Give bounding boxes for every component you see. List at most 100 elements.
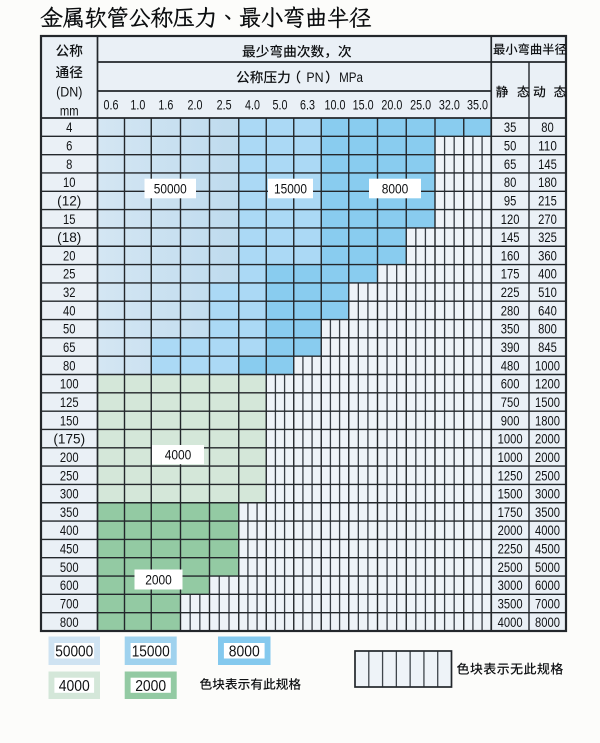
svg-text:360: 360 (538, 247, 557, 263)
svg-text:2000: 2000 (535, 431, 560, 447)
svg-text:25.0: 25.0 (410, 97, 431, 112)
svg-text:(12): (12) (57, 192, 81, 208)
svg-text:2000: 2000 (145, 573, 172, 589)
svg-text:1750: 1750 (498, 504, 523, 520)
svg-text:4000: 4000 (59, 678, 90, 695)
svg-text:1000: 1000 (498, 449, 523, 465)
svg-text:50000: 50000 (55, 643, 93, 660)
svg-text:32: 32 (63, 284, 76, 300)
svg-text:8000: 8000 (535, 614, 560, 630)
svg-text:2000: 2000 (135, 678, 166, 695)
svg-text:8: 8 (66, 156, 72, 172)
svg-text:4000: 4000 (535, 522, 560, 538)
svg-text:5000: 5000 (535, 559, 560, 575)
svg-text:2250: 2250 (498, 541, 523, 557)
svg-text:80: 80 (504, 174, 517, 190)
svg-text:1800: 1800 (535, 412, 560, 428)
svg-text:2000: 2000 (535, 449, 560, 465)
svg-text:25: 25 (63, 266, 76, 282)
svg-text:20.0: 20.0 (381, 97, 402, 112)
svg-text:350: 350 (501, 321, 520, 337)
svg-text:2500: 2500 (498, 559, 523, 575)
svg-text:120: 120 (501, 211, 520, 227)
svg-text:3000: 3000 (498, 577, 523, 593)
svg-text:7000: 7000 (535, 596, 560, 612)
svg-text:250: 250 (60, 467, 79, 483)
svg-text:6000: 6000 (535, 577, 560, 593)
svg-text:15: 15 (63, 211, 76, 227)
svg-text:50: 50 (63, 321, 76, 337)
svg-text:500: 500 (60, 559, 79, 575)
svg-text:15000: 15000 (132, 643, 170, 660)
svg-text:(175): (175) (53, 431, 85, 447)
svg-text:3500: 3500 (498, 596, 523, 612)
svg-text:110: 110 (538, 137, 557, 153)
svg-text:845: 845 (538, 339, 557, 355)
svg-text:10: 10 (63, 174, 76, 190)
svg-text:4: 4 (66, 119, 72, 135)
svg-text:(DN): (DN) (56, 85, 82, 101)
svg-text:40: 40 (63, 302, 76, 318)
svg-text:1500: 1500 (535, 394, 560, 410)
svg-text:4000: 4000 (498, 614, 523, 630)
svg-text:510: 510 (538, 284, 557, 300)
svg-text:200: 200 (60, 449, 79, 465)
svg-text:6.3: 6.3 (300, 97, 315, 112)
svg-text:2.5: 2.5 (217, 97, 232, 112)
svg-text:600: 600 (60, 577, 79, 593)
svg-text:10.0: 10.0 (325, 97, 346, 112)
svg-text:15.0: 15.0 (353, 97, 374, 112)
svg-text:8000: 8000 (382, 182, 409, 198)
svg-text:50: 50 (504, 137, 517, 153)
svg-text:95: 95 (504, 192, 517, 208)
svg-text:4500: 4500 (535, 541, 560, 557)
svg-text:640: 640 (538, 302, 557, 318)
svg-text:0.6: 0.6 (104, 97, 119, 112)
svg-text:3000: 3000 (535, 486, 560, 502)
svg-text:2500: 2500 (535, 467, 560, 483)
svg-text:PN: PN (306, 70, 323, 86)
svg-text:225: 225 (501, 284, 520, 300)
svg-text:800: 800 (538, 321, 557, 337)
svg-text:6: 6 (66, 137, 72, 153)
svg-text:350: 350 (60, 504, 79, 520)
svg-text:390: 390 (501, 339, 520, 355)
svg-text:3500: 3500 (535, 504, 560, 520)
svg-text:1200: 1200 (535, 376, 560, 392)
svg-text:20: 20 (63, 247, 76, 263)
svg-text:4000: 4000 (165, 448, 192, 464)
svg-text:450: 450 (60, 541, 79, 557)
svg-text:35: 35 (504, 119, 517, 135)
svg-text:900: 900 (501, 412, 520, 428)
svg-text:160: 160 (501, 247, 520, 263)
svg-text:4.0: 4.0 (245, 97, 260, 112)
svg-text:mm: mm (60, 103, 79, 119)
svg-text:800: 800 (60, 614, 79, 630)
svg-text:65: 65 (63, 339, 76, 355)
svg-text:50000: 50000 (154, 182, 187, 198)
svg-text:270: 270 (538, 211, 557, 227)
svg-text:325: 325 (538, 229, 557, 245)
svg-text:8000: 8000 (229, 643, 260, 660)
svg-text:145: 145 (538, 156, 557, 172)
svg-text:2.0: 2.0 (188, 97, 203, 112)
svg-text:80: 80 (541, 119, 554, 135)
svg-text:175: 175 (501, 266, 520, 282)
svg-text:280: 280 (501, 302, 520, 318)
svg-text:35.0: 35.0 (467, 97, 488, 112)
svg-text:1.6: 1.6 (158, 97, 173, 112)
svg-text:400: 400 (538, 266, 557, 282)
svg-text:1000: 1000 (498, 431, 523, 447)
svg-text:125: 125 (60, 394, 79, 410)
svg-text:(18): (18) (57, 229, 81, 245)
svg-text:80: 80 (63, 357, 76, 373)
svg-text:15000: 15000 (274, 182, 307, 198)
svg-text:1250: 1250 (498, 467, 523, 483)
svg-text:MPa: MPa (339, 70, 363, 86)
svg-text:1500: 1500 (498, 486, 523, 502)
svg-text:700: 700 (60, 596, 79, 612)
svg-text:5.0: 5.0 (273, 97, 288, 112)
svg-text:32.0: 32.0 (439, 97, 460, 112)
svg-text:145: 145 (501, 229, 520, 245)
svg-text:100: 100 (60, 376, 79, 392)
